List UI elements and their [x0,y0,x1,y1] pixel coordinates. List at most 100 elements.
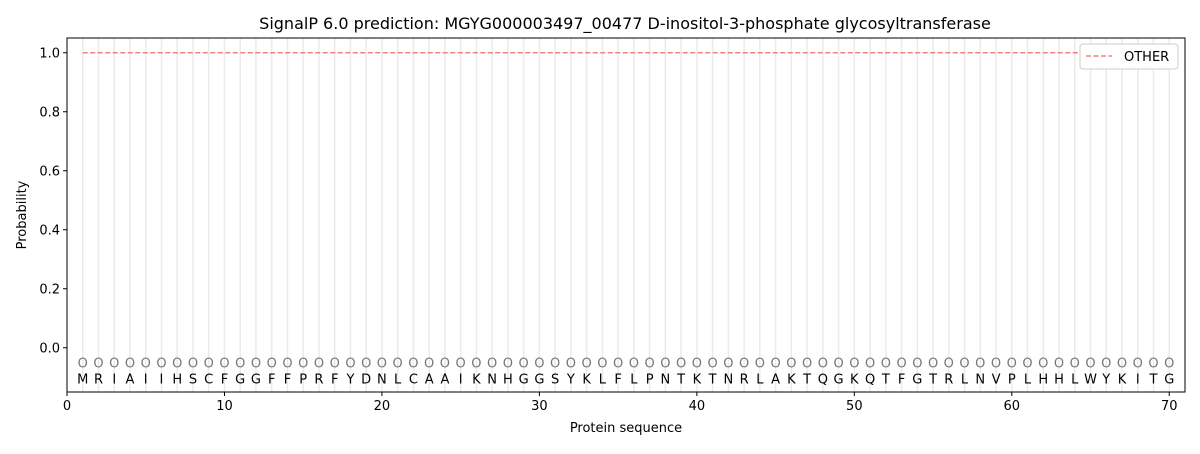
region-label: O [1117,357,1127,372]
region-label: O [1148,357,1158,372]
region-label: O [991,357,1001,372]
residue-label: Q [818,372,828,387]
residue-label: L [756,372,764,387]
region-label: O [487,357,497,372]
residue-label: C [409,372,418,387]
residue-label: F [221,372,228,387]
region-label: O [1022,357,1032,372]
residue-label: N [975,372,985,387]
residue-label: H [172,372,182,387]
residue-label: I [1136,372,1140,387]
region-label: O [645,357,655,372]
region-label: O [330,357,340,372]
region-label: O [833,357,843,372]
x-tick-label: 10 [216,399,233,414]
region-label: O [235,357,245,372]
y-tick-label: 0.6 [39,164,60,179]
residue-label: K [582,372,591,387]
region-label: O [566,357,576,372]
region-label: O [204,357,214,372]
y-tick-label: 1.0 [39,46,60,61]
residue-label: T [1149,372,1158,387]
region-label: O [125,357,135,372]
region-label: O [865,357,875,372]
residue-label: F [614,372,621,387]
residue-label: A [126,372,135,387]
region-label: O [692,357,702,372]
residue-label: I [459,372,463,387]
region-label: O [78,357,88,372]
region-label: O [408,357,418,372]
y-tick-label: 0.2 [39,282,60,297]
region-label: O [424,357,434,372]
residue-label: W [1084,372,1097,387]
residue-label: F [284,372,291,387]
region-label: O [1133,357,1143,372]
axes-frame [66,37,1186,393]
region-label: O [629,357,639,372]
region-label: O [928,357,938,372]
residue-label: K [850,372,859,387]
x-tick-label: 30 [531,399,548,414]
residue-label: R [94,372,103,387]
residue-label: H [1054,372,1064,387]
region-label: O [267,357,277,372]
y-tick-label: 0.8 [39,105,60,120]
region-label: O [298,357,308,372]
region-label: O [1070,357,1080,372]
residue-label: N [487,372,497,387]
residue-label: F [898,372,905,387]
x-tick-label: 50 [846,399,863,414]
residue-label: I [112,372,116,387]
residue-label: T [708,372,717,387]
residue-label: H [503,372,513,387]
residue-label: F [331,372,338,387]
region-label: O [1164,357,1174,372]
residue-label: N [723,372,733,387]
residue-label: L [1071,372,1079,387]
region-label: O [613,357,623,372]
region-label: O [849,357,859,372]
residue-label: K [472,372,481,387]
region-label: O [109,357,119,372]
residue-label: K [1118,372,1127,387]
residue-label: N [377,372,387,387]
region-label: O [219,357,229,372]
region-label: O [1101,357,1111,372]
residue-label: A [771,372,780,387]
region-label: O [251,357,261,372]
y-tick-label: 0.0 [39,341,60,356]
residue-label: V [992,372,1001,387]
region-label: O [597,357,607,372]
region-label: O [1007,357,1017,372]
region-label: O [141,357,151,372]
residue-label: T [928,372,937,387]
residue-label: I [160,372,164,387]
x-tick-label: 70 [1161,399,1178,414]
residue-label: T [881,372,890,387]
residue-label: P [646,372,654,387]
chart-title: SignalP 6.0 prediction: MGYG000003497_00… [259,14,991,34]
region-label: O [519,357,529,372]
region-label: O [723,357,733,372]
region-label: O [802,357,812,372]
residue-label: Y [1101,372,1110,387]
region-label: O [1054,357,1064,372]
legend: OTHER [1079,43,1179,70]
region-label: O [534,357,544,372]
residue-label: L [630,372,638,387]
region-label: O [188,357,198,372]
region-label: O [377,357,387,372]
region-label: O [660,357,670,372]
region-label: O [93,357,103,372]
legend-label-other: OTHER [1124,50,1169,65]
residue-label: D [361,372,371,387]
region-label: O [818,357,828,372]
residue-label: L [961,372,969,387]
region-label: O [1085,357,1095,372]
region-label: O [755,357,765,372]
region-label: O [550,357,560,372]
residue-label: Y [345,372,354,387]
region-label: O [975,357,985,372]
